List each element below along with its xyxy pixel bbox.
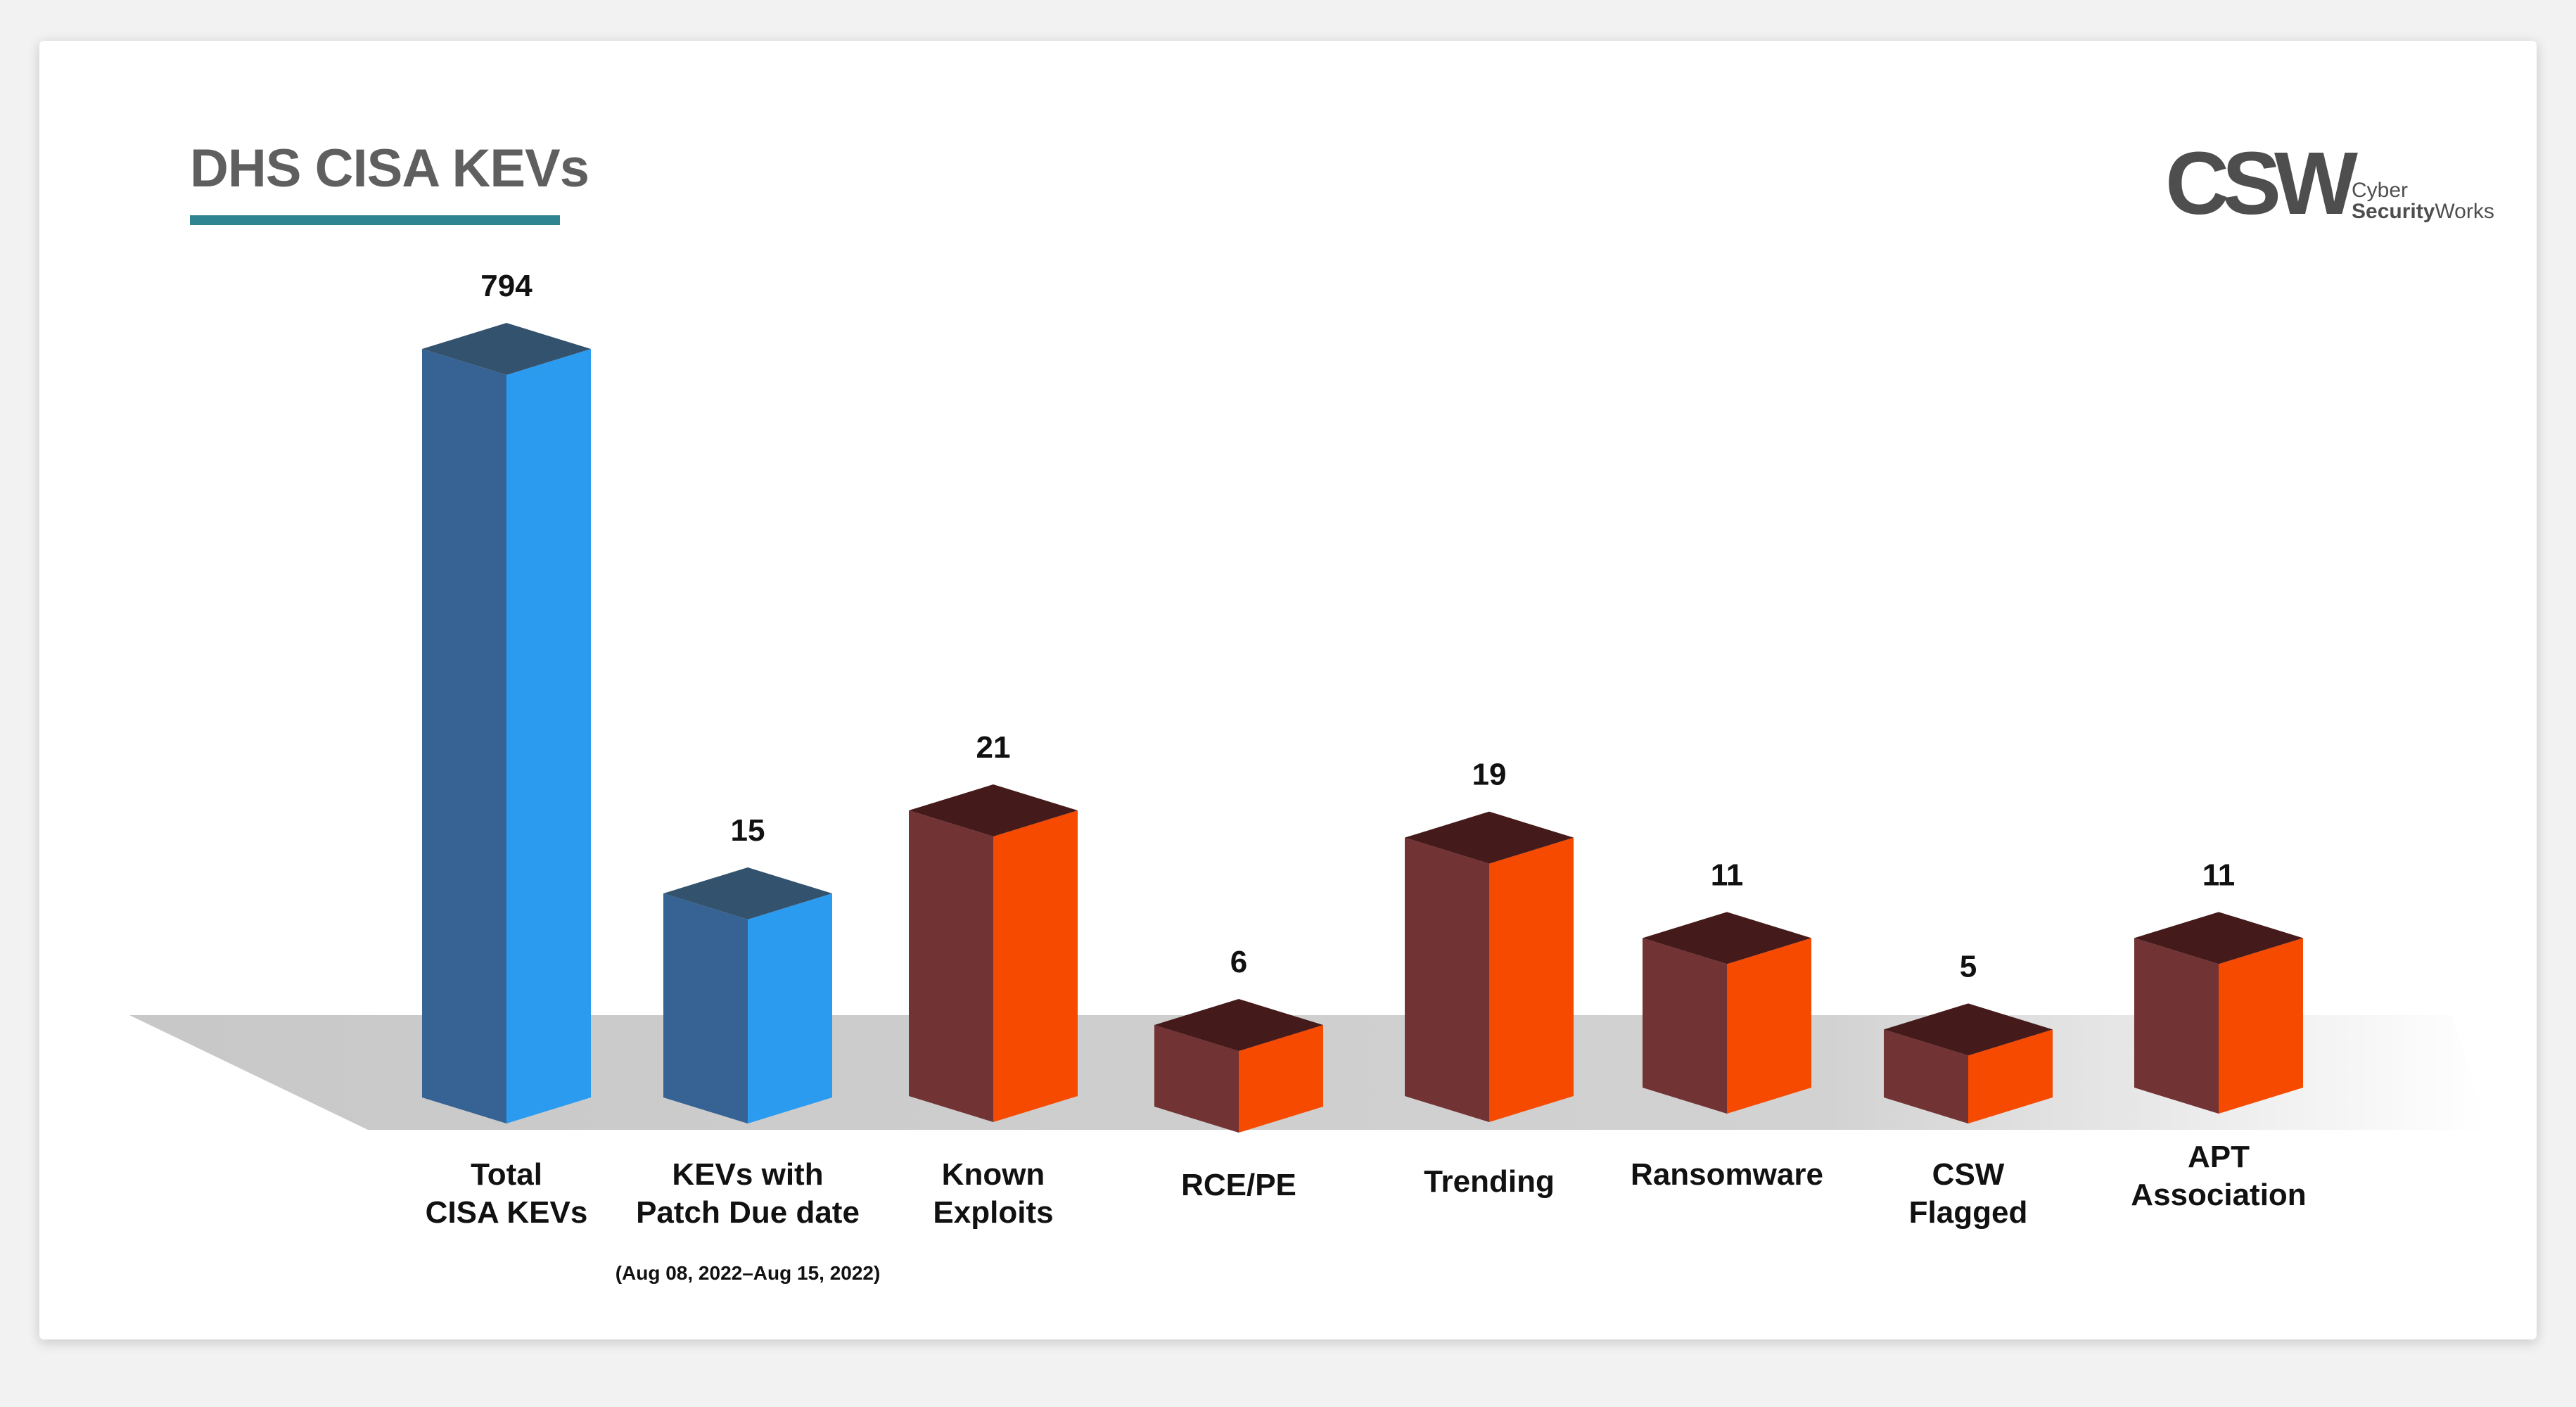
bar-right-face (2219, 938, 2303, 1114)
bar-value-label: 6 (1230, 945, 1247, 979)
logo-text-works: Works (2435, 200, 2494, 223)
bars-layer: 794 15 21 6 19 11 5 11 (422, 269, 2303, 1133)
bar-left-face (1643, 938, 1727, 1114)
bar-top-face (909, 784, 1078, 836)
category-label: KEVs with Patch Due date (636, 1157, 860, 1230)
bar-chart: 794 15 21 6 19 11 5 11 (129, 269, 2487, 1133)
bar-right-face (506, 349, 591, 1123)
bar: 21 (909, 730, 1078, 1122)
logo-text-security-works: SecurityWorks (2352, 201, 2494, 222)
bar-top-face (422, 323, 591, 375)
bar: 6 (1154, 945, 1323, 1133)
bar-value-label: 5 (1960, 949, 1977, 983)
bar-top-face (1884, 1003, 2053, 1056)
bar-left-face (1154, 1025, 1239, 1133)
bar-value-label: 11 (1711, 858, 1744, 892)
bar-value-label: 15 (731, 813, 765, 848)
bar-left-face (663, 893, 748, 1123)
chart-title: DHS CISA KEVs (190, 139, 589, 198)
logo-text-security: Security (2352, 200, 2435, 223)
bar-top-face (2134, 912, 2303, 964)
bar: 5 (1884, 949, 2053, 1123)
bar-top-face (663, 867, 832, 919)
bar-right-face (1727, 938, 1811, 1114)
bar-top-face (1643, 912, 1811, 964)
bar-right-face (993, 810, 1078, 1122)
category-label: Trending (1424, 1164, 1555, 1199)
bar-left-face (2134, 938, 2219, 1114)
category-label: Known Exploits (933, 1157, 1054, 1230)
csw-logo: CSW Cyber SecurityWorks (2165, 134, 2494, 233)
logo-mark: CSW (2165, 134, 2358, 233)
bar: 11 (2134, 858, 2303, 1114)
category-label: Ransomware (1631, 1157, 1823, 1192)
bar: 15 (663, 813, 832, 1123)
bar-value-label: 19 (1472, 758, 1507, 792)
chart-card: DHS CISA KEVs CSW Cyber SecurityWorks 79… (39, 41, 2537, 1339)
bar-left-face (909, 810, 993, 1122)
title-underline (190, 215, 560, 225)
category-label: RCE/PE (1181, 1168, 1296, 1202)
patch-date-range-note: (Aug 08, 2022–Aug 15, 2022) (615, 1262, 881, 1284)
bar: 11 (1643, 858, 1811, 1114)
bar: 794 (422, 269, 591, 1123)
bar-value-label: 794 (480, 269, 533, 303)
bar-top-face (1405, 811, 1574, 864)
bar-right-face (748, 893, 832, 1123)
category-label: Total CISA KEVs (425, 1157, 588, 1230)
bar-left-face (1405, 837, 1489, 1122)
category-label: CSW Flagged (1908, 1157, 2028, 1230)
bar-left-face (422, 349, 506, 1123)
bar-left-face (1884, 1029, 1968, 1123)
bar-right-face (1239, 1025, 1323, 1133)
bar-top-face (1154, 999, 1323, 1051)
category-label: APT Association (2131, 1140, 2307, 1212)
bar-value-label: 11 (2202, 858, 2236, 892)
bar-right-face (1489, 837, 1574, 1122)
bar-right-face (1968, 1029, 2053, 1123)
logo-text-cyber: Cyber (2352, 179, 2409, 202)
bar: 19 (1405, 758, 1574, 1122)
bar-value-label: 21 (976, 730, 1011, 765)
